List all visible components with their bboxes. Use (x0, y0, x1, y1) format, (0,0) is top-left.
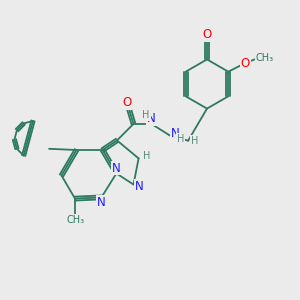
Text: H: H (177, 134, 184, 144)
Text: N: N (112, 161, 121, 175)
Text: O: O (202, 28, 211, 41)
Text: O: O (241, 57, 250, 70)
Text: N: N (97, 196, 106, 209)
Text: N: N (147, 112, 156, 125)
Text: CH₃: CH₃ (256, 53, 274, 63)
Text: CH₃: CH₃ (67, 215, 85, 225)
Text: N: N (170, 127, 179, 140)
Text: O: O (122, 96, 131, 109)
Text: N: N (134, 180, 143, 194)
Text: H: H (142, 110, 150, 120)
Text: H: H (143, 151, 151, 161)
Text: H: H (191, 136, 198, 146)
